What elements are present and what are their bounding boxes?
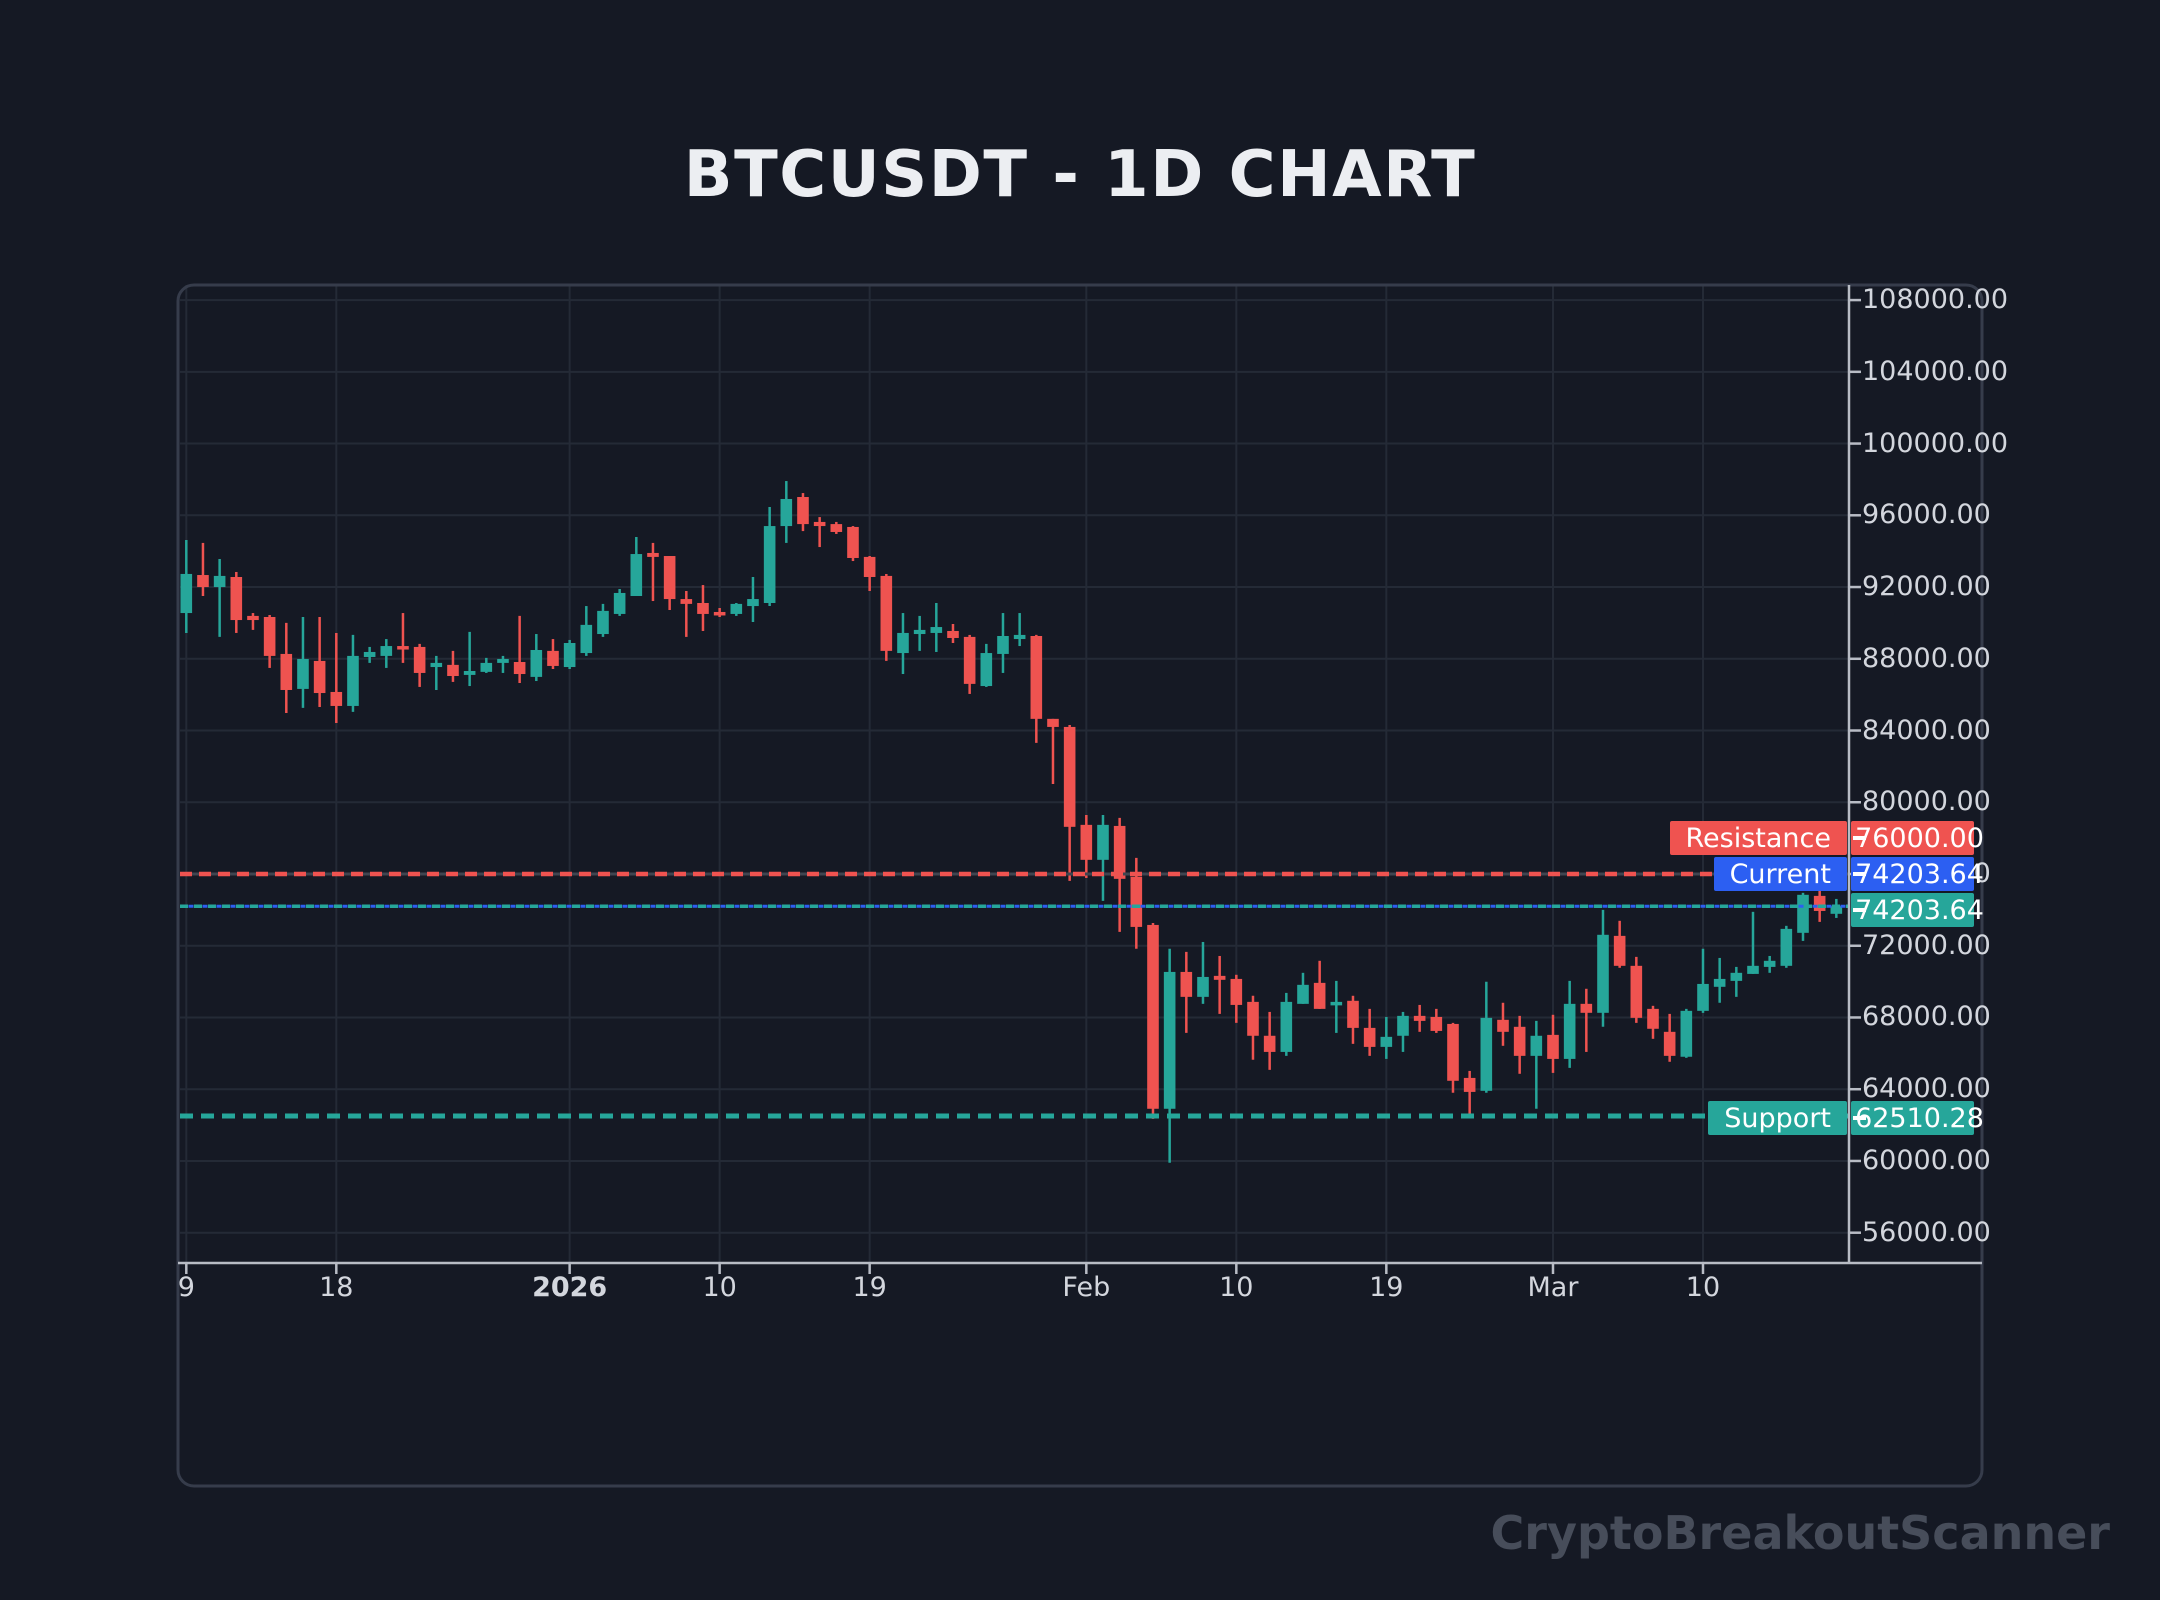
x-axis-label: 19 [852, 1272, 887, 1303]
x-axis-label: Mar [1527, 1272, 1579, 1303]
y-axis-label: 68000.00 [1862, 1001, 1991, 1033]
resistance-price-badge: 76000.00 [1851, 821, 1984, 855]
x-axis-label: 10 [702, 1272, 737, 1303]
support-price-badge: 62510.28 [1851, 1101, 1984, 1135]
price-tick-dash [1853, 836, 1866, 840]
y-axis-label: 100000.00 [1862, 427, 2009, 459]
support-label-badge: Support [1708, 1101, 1847, 1135]
y-axis-label: 108000.00 [1862, 284, 2009, 316]
current-label-badge: Current [1713, 857, 1847, 891]
resistance-price: 76000.00 [1855, 822, 1984, 854]
y-axis-label: 104000.00 [1862, 355, 2009, 387]
x-axis-label: Feb [1062, 1272, 1111, 1303]
chart-container-border [176, 283, 1984, 1488]
x-axis-label: 19 [1369, 1272, 1404, 1303]
y-axis-label: 60000.00 [1862, 1144, 1991, 1176]
resistance-label-badge: Resistance [1669, 821, 1847, 855]
price-tick-dash [1853, 872, 1866, 876]
y-axis-label: 72000.00 [1862, 929, 1991, 961]
support-label: Support [1724, 1102, 1831, 1134]
y-axis-label: 56000.00 [1862, 1216, 1991, 1248]
price-tick-dash [1853, 908, 1866, 912]
current-price-badge: 74203.64 [1851, 857, 1984, 891]
x-axis-label: 2026 [532, 1272, 608, 1303]
axes [178, 285, 1982, 1274]
y-axis-label: 96000.00 [1862, 499, 1991, 531]
x-axis-label: 10 [1219, 1272, 1254, 1303]
y-axis-label: 92000.00 [1862, 571, 1991, 603]
y-axis-label: 84000.00 [1862, 714, 1991, 746]
support-price: 62510.28 [1855, 1102, 1984, 1134]
x-axis-label: 9 [177, 1272, 195, 1303]
y-axis-label: 80000.00 [1862, 786, 1991, 818]
y-axis-label: 88000.00 [1862, 642, 1991, 674]
x-axis-label: 18 [319, 1272, 354, 1303]
resistance-label: Resistance [1685, 822, 1832, 854]
price-tick-dash [1853, 1116, 1866, 1120]
watermark: CryptoBreakoutScanner [1490, 1506, 2110, 1560]
current-label: Current [1729, 858, 1831, 890]
last-price-badge: 74203.64 [1851, 893, 1984, 927]
candles [180, 481, 1843, 1163]
current-price: 74203.64 [1855, 858, 1984, 890]
last-price: 74203.64 [1855, 894, 1984, 926]
y-axis-label: 64000.00 [1862, 1073, 1991, 1105]
x-axis-label: 10 [1685, 1272, 1721, 1303]
page-title: BTCUSDT - 1D CHART [683, 138, 1477, 212]
